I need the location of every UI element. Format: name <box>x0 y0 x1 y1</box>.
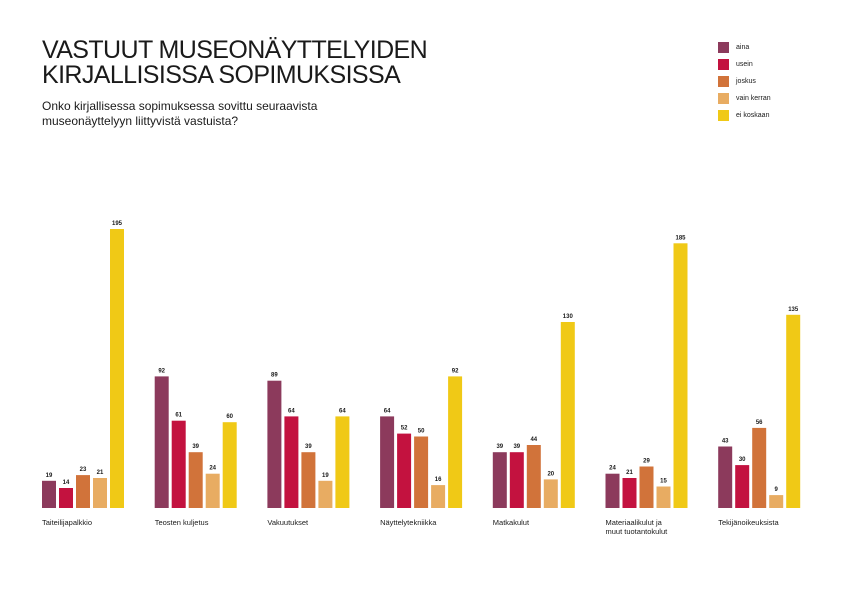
bar <box>267 380 282 508</box>
data-label: 64 <box>339 408 346 414</box>
bar <box>431 485 446 508</box>
category-label: Teosten kuljetus <box>155 518 209 527</box>
data-label: 64 <box>384 408 391 414</box>
bar <box>639 466 654 508</box>
legend-swatch <box>718 93 729 104</box>
data-label: 21 <box>626 470 633 476</box>
bar <box>543 479 558 508</box>
bar <box>188 452 203 508</box>
data-label: 64 <box>288 408 295 414</box>
data-label: 60 <box>226 414 233 420</box>
legend-swatch <box>718 110 729 121</box>
chart-title-line-1: VASTUUT MUSEONÄYTTELYIDEN <box>42 36 428 64</box>
data-label: 185 <box>675 235 686 241</box>
bar <box>284 416 299 508</box>
bar <box>673 243 688 509</box>
data-label: 61 <box>175 413 182 419</box>
data-label: 39 <box>305 444 312 450</box>
legend-label: usein <box>736 61 753 68</box>
bar <box>414 436 429 508</box>
data-label: 39 <box>513 444 520 450</box>
data-label: 20 <box>547 471 554 477</box>
data-label: 30 <box>739 457 746 463</box>
bar <box>448 376 463 508</box>
legend-swatch <box>718 59 729 70</box>
chart-title: VASTUUT MUSEONÄYTTELYIDEN KIRJALLISISSA … <box>42 38 562 88</box>
bar <box>492 452 507 508</box>
bar <box>656 486 671 508</box>
bar <box>735 465 750 508</box>
bar <box>380 416 395 508</box>
data-label: 15 <box>660 479 667 485</box>
data-label: 43 <box>722 439 729 445</box>
data-label: 195 <box>112 221 123 227</box>
chart-title-line-2: KIRJALLISISSA SOPIMUKSISSA <box>42 61 401 89</box>
bar <box>526 445 541 508</box>
bar <box>110 229 124 508</box>
data-label: 89 <box>271 373 278 379</box>
data-label: 39 <box>192 444 199 450</box>
data-label: 9 <box>775 487 779 493</box>
data-label: 21 <box>97 470 104 476</box>
bar <box>59 488 73 508</box>
bar <box>622 478 637 508</box>
chart-subtitle: Onko kirjallisessa sopimuksessa sovittu … <box>42 99 362 129</box>
legend-swatch <box>718 42 729 53</box>
data-label: 24 <box>209 466 216 472</box>
chart-subtitle-line-2: museonäyttelyyn liittyvistä vastuista? <box>42 114 239 128</box>
data-label: 19 <box>46 473 53 479</box>
data-label: 135 <box>788 307 799 313</box>
bar <box>560 322 575 508</box>
bar <box>786 314 801 508</box>
data-label: 39 <box>496 444 503 450</box>
category-label: Materiaalikulut ja muut tuotantokulut <box>606 518 669 536</box>
bar <box>171 420 186 508</box>
bar <box>301 452 316 508</box>
bar <box>205 473 220 508</box>
bar <box>605 473 620 508</box>
bar <box>76 475 90 508</box>
legend-label: ei koskaan <box>736 112 770 119</box>
bar <box>752 427 767 508</box>
data-label: 16 <box>435 477 442 483</box>
chart-subtitle-line-1: Onko kirjallisessa sopimuksessa sovittu … <box>42 99 318 113</box>
bar <box>397 433 412 508</box>
data-label: 24 <box>609 466 616 472</box>
bar <box>318 480 333 508</box>
data-label: 56 <box>756 420 763 426</box>
bar <box>509 452 524 508</box>
bar <box>769 495 784 508</box>
data-label: 92 <box>452 368 459 374</box>
category-label: Taiteilijapalkkio <box>42 518 92 527</box>
data-label: 130 <box>563 314 574 320</box>
bar <box>154 376 169 508</box>
bar <box>42 480 56 508</box>
data-label: 14 <box>63 480 70 486</box>
data-label: 50 <box>418 429 425 435</box>
bar <box>718 446 733 508</box>
data-label: 23 <box>80 467 87 473</box>
data-label: 44 <box>530 437 537 443</box>
data-label: 92 <box>158 368 165 374</box>
data-label: 19 <box>322 473 329 479</box>
data-label: 29 <box>643 459 650 465</box>
bar <box>93 478 107 508</box>
legend-swatch <box>718 76 729 87</box>
category-label: Näyttelytekniikka <box>380 518 437 527</box>
legend-label: aina <box>736 44 750 51</box>
category-label: Tekijänoikeuksista <box>718 518 779 527</box>
bar <box>335 416 350 508</box>
data-label: 52 <box>401 426 408 432</box>
legend-label: joskus <box>736 78 756 85</box>
category-label: Vakuutukset <box>267 518 309 527</box>
bar <box>222 422 237 508</box>
legend-label: vain kerran <box>736 95 771 102</box>
category-label: Matkakulut <box>493 518 530 527</box>
